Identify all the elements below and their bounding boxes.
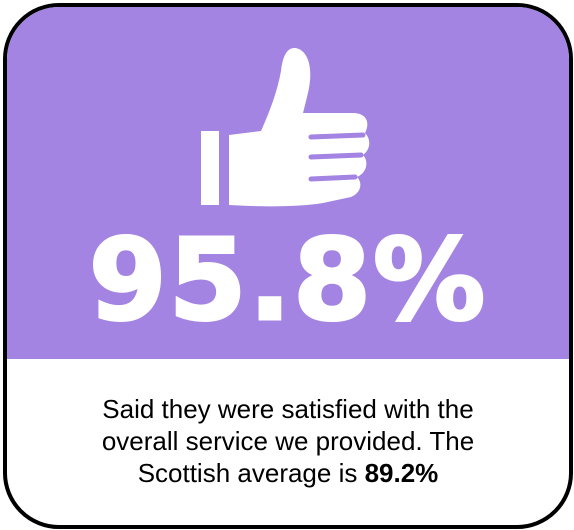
caption-line-3: Scottish average is 89.2% [27,457,549,489]
stat-panel: 95.8% [7,7,569,359]
caption-line-3-prefix: Scottish average is [137,458,365,488]
satisfaction-card: 95.8% Said they were satisfied with the … [3,3,573,529]
caption-text: Said they were satisfied with the overal… [27,393,549,489]
caption-line-1: Said they were satisfied with the [102,394,474,424]
thumbs-up-icon [201,47,370,207]
caption-line-2: overall service we provided. The [101,426,475,456]
scottish-average-value: 89.2% [364,458,439,488]
satisfaction-percentage: 95.8% [87,215,488,348]
